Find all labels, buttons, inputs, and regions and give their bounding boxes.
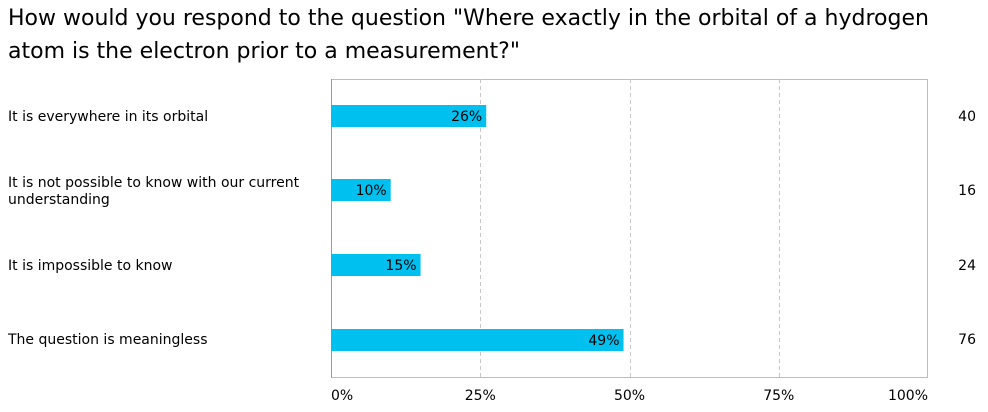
category-label-meaningless: The question is meaningless [8, 332, 208, 348]
category-label-not-possible: It is not possible to know with our curr… [8, 175, 300, 208]
bar-value-label-0: 26% [451, 109, 482, 125]
category-label-everywhere: It is everywhere in its orbital [8, 109, 209, 125]
bar-1 [331, 179, 391, 201]
bar-value-label-1: 10% [356, 183, 387, 199]
x-tick-label-100: 100% [888, 388, 928, 404]
bar-value-label-2: 15% [385, 258, 416, 274]
category-label-impossible: It is impossible to know [8, 258, 173, 274]
bar-0 [331, 105, 487, 127]
x-tick-label-0: 0% [331, 388, 353, 404]
count-impossible: 24 [958, 258, 976, 274]
count-meaningless: 76 [958, 332, 976, 348]
count-everywhere: 40 [958, 109, 976, 125]
bar-3 [331, 329, 624, 351]
x-tick-label-75: 75% [763, 388, 794, 404]
chart-title: How would you respond to the question "W… [8, 6, 929, 64]
count-not-possible: 16 [958, 183, 976, 199]
bar-2 [331, 254, 421, 276]
x-tick-label-25: 25% [465, 388, 496, 404]
bar-value-label-3: 49% [588, 333, 619, 349]
x-tick-label-50: 50% [614, 388, 645, 404]
